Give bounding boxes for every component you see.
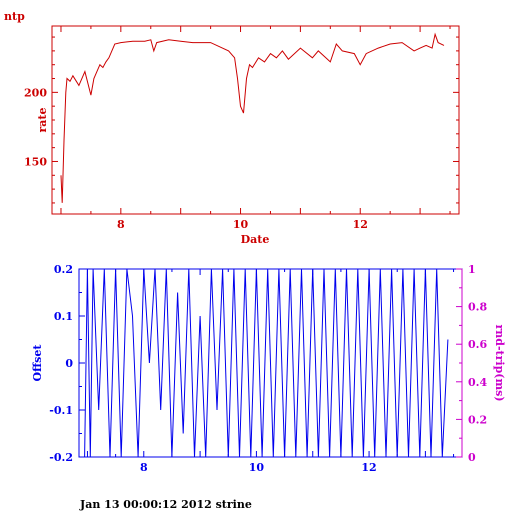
right-tick-label: 0.6 bbox=[468, 338, 487, 351]
x-tick-label: 12 bbox=[353, 218, 368, 231]
top-plot-frame bbox=[51, 25, 460, 215]
rtt-axis-label: rnd-trip(ms) bbox=[493, 324, 506, 401]
y-tick-label: 0 bbox=[65, 357, 73, 370]
y-tick-label: 0.2 bbox=[54, 263, 73, 276]
page-title: ntp bbox=[4, 10, 25, 23]
x-tick-label: 10 bbox=[249, 461, 265, 474]
right-tick-label: 1 bbox=[468, 263, 476, 276]
y-tick-label: 150 bbox=[24, 155, 47, 168]
x-tick-label: 12 bbox=[361, 461, 376, 474]
right-tick-label: 0 bbox=[468, 451, 476, 464]
right-tick-label: 0.4 bbox=[468, 376, 487, 389]
x-tick-label: 8 bbox=[117, 218, 125, 231]
x-tick-label: 8 bbox=[140, 461, 148, 474]
x-tick-label: 10 bbox=[233, 218, 249, 231]
right-tick-label: 0.2 bbox=[468, 413, 487, 426]
top-x-axis-label: Date bbox=[241, 233, 270, 246]
right-tick-label: 0.8 bbox=[468, 301, 487, 314]
y-tick-label: -0.1 bbox=[49, 404, 73, 417]
top-chart: 8 10 12 150 200 Date rate bbox=[24, 25, 460, 246]
y-tick-label: 200 bbox=[24, 86, 47, 99]
offset-series-line bbox=[84, 268, 449, 458]
top-y-axis-label: rate bbox=[36, 107, 49, 132]
bottom-chart: 8 10 12 -0.2 -0.1 0 0.1 0.2 0 0.2 0.4 0.6 0.8 1 Offse… bbox=[31, 263, 506, 474]
footer-timestamp: Jan 13 00:00:12 2012 strine bbox=[79, 498, 252, 511]
bottom-axis-ticks: 8 10 12 -0.2 -0.1 0 0.1 0.2 0 0.2 0.4 0.6 0.8 1 bbox=[49, 263, 487, 474]
top-axis-ticks: 8 10 12 150 200 bbox=[24, 26, 459, 231]
rate-series-line bbox=[60, 32, 445, 203]
y-tick-label: -0.2 bbox=[49, 451, 73, 464]
y-tick-label: 0.1 bbox=[54, 310, 73, 323]
offset-axis-label: Offset bbox=[31, 344, 44, 382]
